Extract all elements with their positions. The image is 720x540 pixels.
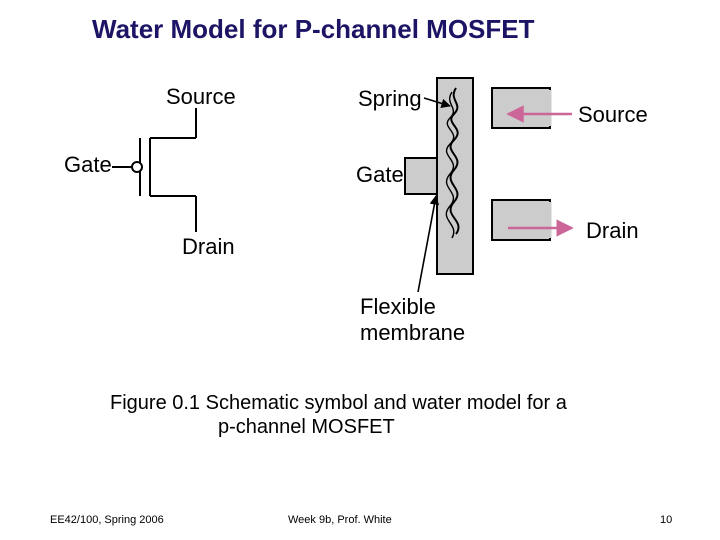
water-model: [405, 78, 572, 292]
slide: Water Model for P-channel MOSFET Source …: [0, 0, 720, 540]
arrow-membrane: [418, 196, 436, 292]
mosfet-symbol: [112, 108, 196, 232]
diagram-svg: [0, 0, 720, 540]
